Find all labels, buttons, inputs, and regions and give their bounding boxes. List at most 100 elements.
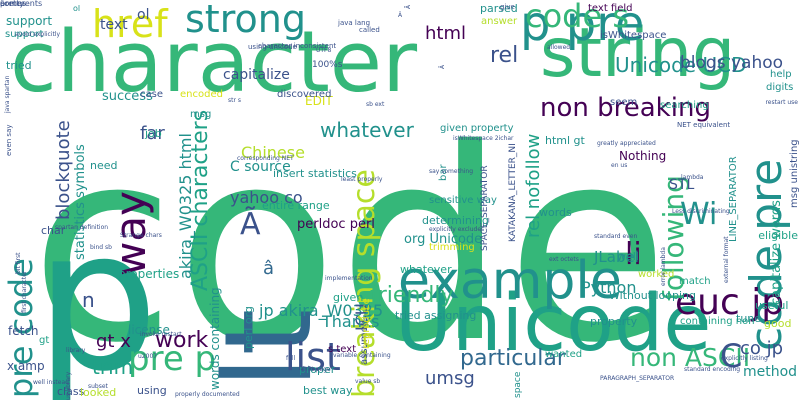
cloud-word: s text (328, 344, 357, 355)
cloud-word: blockquote (53, 120, 74, 220)
cloud-word: li (625, 237, 642, 272)
cloud-word: us library (65, 371, 72, 400)
cloud-word: first character (21, 270, 28, 313)
cloud-word: encoded (180, 89, 223, 100)
cloud-word: Unicode (395, 279, 712, 369)
cloud-word: digits (766, 82, 794, 93)
cloud-word: error lambda (660, 247, 667, 287)
cloud-word: code s (525, 0, 630, 35)
cloud-word: Without looping (609, 289, 696, 302)
cloud-word: ext octets (549, 256, 579, 263)
cloud-word: JLabel (594, 248, 639, 266)
cloud-word: Â (439, 64, 446, 69)
cloud-word: character inconsistent (258, 42, 337, 50)
cloud-word: Thanks (322, 312, 380, 331)
cloud-word: strong (185, 0, 306, 41)
cloud-word: eligible (758, 229, 798, 242)
cloud-word: msg (190, 109, 212, 120)
cloud-word: Nothing (619, 149, 667, 163)
cloud-word: x amp (7, 359, 45, 373)
cloud-word: allowed (547, 44, 571, 51)
cloud-word: rel nofollow (523, 133, 544, 238)
cloud-word: friendly (370, 283, 454, 308)
cloud-word: pre p (128, 339, 217, 379)
cloud-word: determining (422, 214, 489, 227)
cloud-word: good (764, 317, 792, 330)
cloud-word: best way (303, 384, 353, 397)
cloud-word: SPACE_SEPARATOR (480, 165, 490, 251)
cloud-word: text (100, 17, 128, 33)
cloud-word: en us (611, 162, 628, 169)
cloud-word: reproduce (361, 298, 372, 349)
cloud-word: comes (0, 0, 27, 8)
cloud-word: fetch (8, 324, 39, 338)
cloud-word: success (102, 89, 153, 104)
cloud-word: java spartan (4, 75, 11, 114)
cloud-word: Â (398, 12, 403, 19)
cloud-word: Less discriminating (672, 208, 730, 215)
cloud-word: gt (39, 335, 50, 346)
cloud-word: bind sb (90, 244, 112, 251)
cloud-word: work (155, 328, 209, 353)
cloud-word: using (137, 384, 167, 397)
cloud-word: char (41, 224, 66, 237)
cloud-word: well (617, 250, 639, 263)
cloud-word: given property (440, 123, 514, 134)
cloud-word: co jp (740, 338, 784, 359)
cloud-word: C (720, 337, 743, 375)
cloud-word: case (140, 89, 163, 100)
cloud-word: perl org (242, 305, 255, 349)
cloud-word: isWhitespace (600, 30, 667, 41)
cloud-word: job (145, 127, 162, 140)
cloud-word: say something (429, 168, 474, 175)
cloud-word: STL (669, 177, 695, 193)
cloud-word: jp akira_W0325 (259, 301, 384, 320)
cloud-word: particular (460, 346, 566, 371)
cloud-word: Ã (405, 4, 412, 9)
cloud-word: 100%s (312, 60, 343, 70)
cloud-word: â (0, 0, 5, 8)
cloud-word: words (539, 206, 572, 219)
cloud-word: subset (88, 383, 108, 390)
cloud-word: answer (481, 16, 518, 27)
cloud-word: sensitive way (429, 195, 497, 206)
cloud-word: href (92, 2, 168, 46)
cloud-word: whatever (400, 263, 452, 276)
cloud-word: using unicode (248, 43, 297, 51)
cloud-word: rel (490, 43, 519, 68)
cloud-word: n (82, 288, 95, 312)
cloud-word: library (66, 347, 86, 354)
cloud-word: Wi (680, 197, 718, 232)
cloud-word: capitalize words (769, 199, 784, 305)
cloud-word: give (500, 3, 515, 11)
cloud-word: given (333, 291, 364, 304)
cloud-word: yahoo co (230, 188, 303, 207)
cloud-word: discovered (277, 89, 332, 100)
cloud-word: character (10, 13, 418, 112)
cloud-word: LINE_SEPARATOR (728, 156, 739, 242)
cloud-word: proper (299, 363, 336, 376)
cloud-word: words containing (208, 287, 222, 391)
cloud-word: org Unicode (404, 232, 483, 247)
cloud-word: non breaking (540, 93, 711, 123)
cloud-word: gt x (96, 331, 131, 352)
cloud-word: string (540, 14, 736, 93)
cloud-word: standard even (594, 233, 638, 240)
cloud-word: wanted (545, 349, 583, 360)
cloud-word: code (30, 93, 670, 400)
cloud-word: corresponding NET (237, 155, 294, 162)
cloud-word: UTF8 (316, 47, 332, 54)
cloud-word: avoid explicitly (15, 31, 61, 38)
cloud-word: ol (73, 4, 81, 13)
cloud-word: searching (660, 100, 709, 111)
cloud-word: p (35, 187, 159, 400)
cloud-word: implementation (325, 275, 373, 282)
cloud-word: comments (0, 0, 43, 8)
cloud-word: pretty (0, 0, 25, 8)
cloud-word: restart use (765, 99, 798, 106)
cloud-word: tried (6, 59, 32, 72)
cloud-word: looked (80, 386, 117, 399)
cloud-word: containing non (680, 316, 755, 327)
cloud-word: help (770, 69, 792, 80)
cloud-word: Ã (240, 207, 261, 242)
